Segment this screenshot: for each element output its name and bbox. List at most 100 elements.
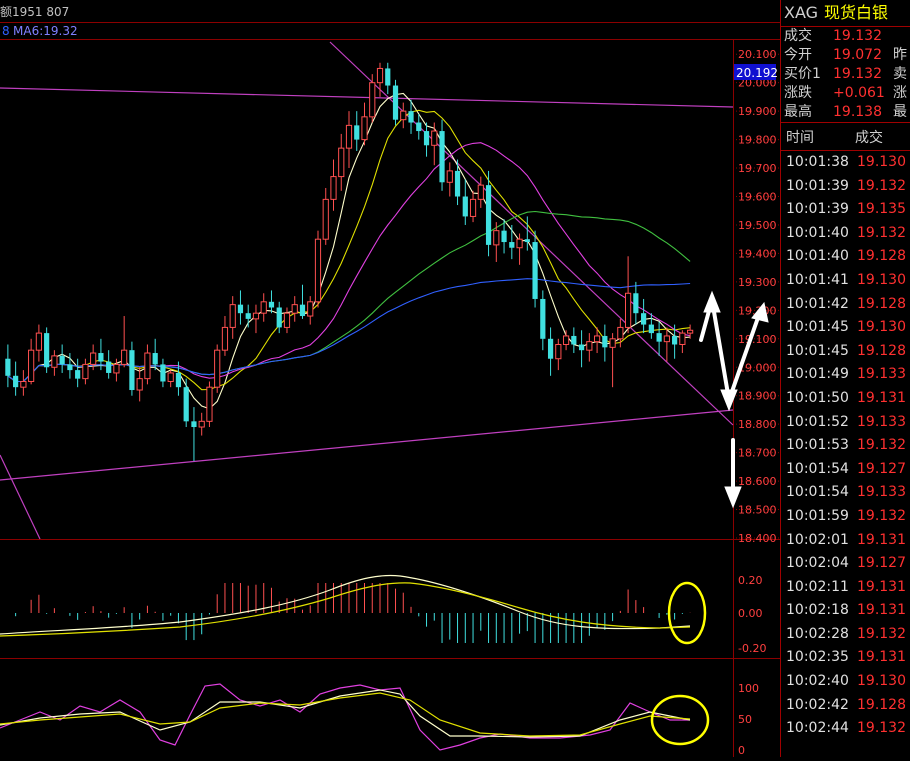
quote-value: 19.132	[833, 28, 882, 44]
trade-time: 10:02:28	[786, 625, 849, 642]
kdj-axis: 100 50 0	[738, 682, 759, 757]
trade-price: 19.132	[857, 224, 906, 241]
trade-row[interactable]: 10:01:52 19.133	[781, 411, 910, 435]
trade-row[interactable]: 10:02:01 19.131	[781, 529, 910, 553]
kdj-tick-label: 100	[738, 682, 759, 695]
price-tick-label: 19.000	[738, 361, 777, 374]
trade-price: 19.133	[857, 484, 906, 501]
quote-label: 最高	[784, 104, 812, 120]
candle-body	[439, 131, 445, 183]
candle-body	[540, 298, 546, 339]
price-tick-label: 18.700	[738, 447, 777, 460]
macd-axis: 0.20 0.00 -0.20	[738, 574, 766, 655]
instrument-title[interactable]: XAG 现货白银	[781, 0, 910, 26]
candle-body	[338, 147, 345, 178]
macd-dea-line	[0, 582, 691, 637]
trade-row[interactable]: 10:01:39 19.132	[781, 175, 910, 199]
candle-body	[307, 301, 314, 317]
macd-tick-label: 0.20	[738, 574, 763, 587]
candle-body	[167, 372, 174, 382]
price-tick-label: 18.800	[738, 418, 777, 431]
quote-value: 19.132	[833, 66, 882, 82]
trade-time: 10:01:52	[786, 413, 849, 430]
trade-time: 10:01:54	[786, 460, 849, 477]
trade-time: 10:02:44	[786, 720, 849, 737]
price-tick-label: 19.400	[738, 247, 777, 260]
trade-time: 10:02:35	[786, 649, 849, 666]
trade-list[interactable]: 10:01:38 19.130 10:01:39 19.132 10:01:39 19.1…	[781, 151, 910, 741]
trade-row[interactable]: 10:02:28 19.132	[781, 623, 910, 647]
trade-price: 19.132	[857, 720, 906, 737]
macd-dif-line	[0, 574, 691, 635]
trade-time: 10:01:39	[786, 201, 849, 218]
price-tick-label: 18.600	[738, 475, 777, 488]
candle-body	[656, 333, 662, 342]
trade-price: 19.127	[857, 555, 906, 572]
macd-tick-label: 0.00	[738, 607, 763, 620]
trade-price: 19.131	[857, 531, 906, 548]
candle-body	[75, 370, 81, 379]
trade-row[interactable]: 10:01:54 19.127	[781, 458, 910, 482]
candle-body	[214, 349, 221, 388]
trade-row[interactable]: 10:02:04 19.127	[781, 552, 910, 576]
trade-row[interactable]: 10:01:45 19.128	[781, 340, 910, 364]
chart-area[interactable]: 额1951 807 8 MA6:19.32 20.100 20.000 19.900…	[0, 0, 780, 757]
candle-body	[431, 130, 438, 146]
trade-price: 19.128	[857, 342, 906, 359]
kdj-highlight-circle	[650, 694, 710, 746]
chart-svg[interactable]: 额1951 807 8 MA6:19.32 20.10020.00019.900…	[0, 0, 780, 757]
candle-body	[206, 386, 213, 422]
candle-body	[35, 332, 42, 351]
trade-time: 10:01:59	[786, 507, 849, 524]
trade-row[interactable]: 10:02:44 19.132	[781, 717, 910, 741]
trade-row[interactable]: 10:02:42 19.128	[781, 694, 910, 718]
macd-tick-label: -0.20	[738, 642, 766, 655]
kdj-j-line	[0, 683, 690, 751]
trade-row[interactable]: 10:01:59 19.132	[781, 505, 910, 529]
kdj-d-line	[0, 692, 691, 737]
trade-row[interactable]: 10:02:11 19.131	[781, 576, 910, 600]
trade-row[interactable]: 10:01:54 19.133	[781, 481, 910, 505]
trade-row[interactable]: 10:02:35 19.131	[781, 646, 910, 670]
trade-row[interactable]: 10:02:18 19.131	[781, 599, 910, 623]
candle-body	[571, 335, 577, 345]
trendline-resistance	[0, 87, 734, 108]
trade-row[interactable]: 10:01:45 19.130	[781, 316, 910, 340]
trade-row[interactable]: 10:01:49 19.133	[781, 363, 910, 387]
trade-row[interactable]: 10:01:38 19.130	[781, 151, 910, 175]
ma40-line	[7, 210, 691, 383]
macd-highlight-circle	[667, 581, 707, 645]
trade-time: 10:02:18	[786, 602, 849, 619]
trade-time: 10:01:53	[786, 437, 849, 454]
trade-price: 19.130	[857, 673, 906, 690]
price-tick-label: 18.400	[738, 532, 777, 545]
kdj-tick-label: 0	[738, 744, 745, 757]
candle-body	[532, 242, 538, 299]
quote-tail: 昨	[893, 47, 907, 63]
trade-row[interactable]: 10:01:50 19.131	[781, 387, 910, 411]
candle-body	[345, 124, 353, 149]
trade-row[interactable]: 10:01:42 19.128	[781, 293, 910, 317]
trade-price: 19.132	[857, 625, 906, 642]
candle-body	[113, 363, 120, 374]
candle-body	[13, 375, 19, 388]
candle-body	[462, 196, 468, 217]
candle-body	[237, 304, 244, 314]
candle-body	[586, 341, 593, 351]
trade-row[interactable]: 10:01:39 19.135	[781, 198, 910, 222]
candle-body	[260, 301, 267, 314]
trade-row[interactable]: 10:02:40 19.130	[781, 670, 910, 694]
price-tick-label: 19.800	[738, 134, 777, 147]
candle-body	[59, 355, 65, 365]
candle-body	[51, 355, 58, 368]
trade-row[interactable]: 10:01:40 19.128	[781, 245, 910, 269]
candle-body	[369, 82, 376, 118]
volume-label: 额1951 807	[0, 5, 69, 19]
trade-row[interactable]: 10:01:41 19.130	[781, 269, 910, 293]
candle-body	[44, 333, 50, 368]
trade-time: 10:01:49	[786, 366, 849, 383]
trade-row[interactable]: 10:01:53 19.132	[781, 434, 910, 458]
quote-tail: 涨	[893, 85, 907, 101]
trade-row[interactable]: 10:01:40 19.132	[781, 222, 910, 246]
candle-body	[354, 125, 360, 140]
